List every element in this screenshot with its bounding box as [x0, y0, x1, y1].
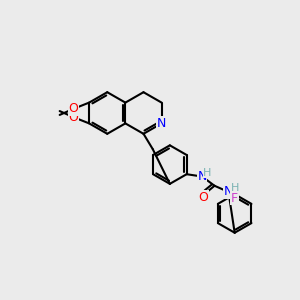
Text: N: N [157, 117, 166, 130]
Text: N: N [224, 185, 233, 198]
Text: N: N [197, 170, 207, 183]
Text: F: F [231, 192, 238, 205]
Text: H: H [230, 183, 239, 193]
Text: O: O [69, 111, 79, 124]
Text: H: H [203, 168, 212, 178]
Text: O: O [69, 102, 79, 115]
Text: O: O [199, 191, 208, 204]
